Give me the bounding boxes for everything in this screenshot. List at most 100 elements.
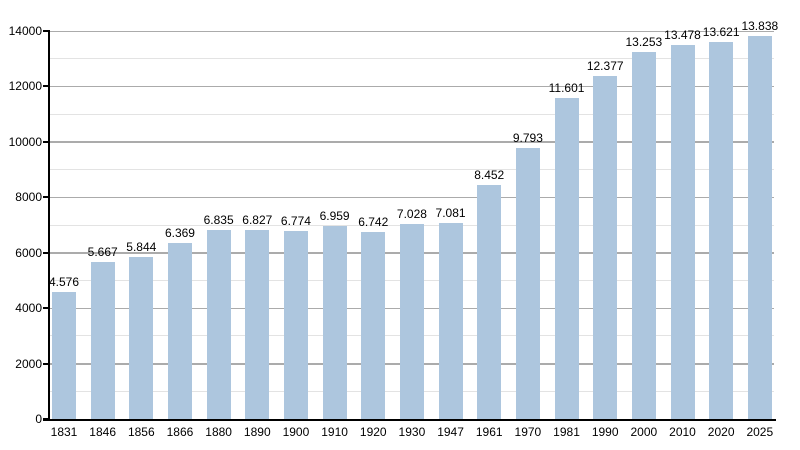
bar-1831: 4.576 xyxy=(49,276,79,419)
y-axis-tick-4000 xyxy=(43,307,49,310)
y-axis-label-2000: 2000 xyxy=(15,356,42,371)
bar-group-1910: 6.959 1910 xyxy=(320,31,350,439)
bar-value-label-1920: 6.742 xyxy=(358,215,389,230)
bar-1880: 6.835 xyxy=(204,213,234,419)
bar-1866: 6.369 xyxy=(165,226,195,419)
y-axis-line xyxy=(48,30,50,420)
bar-value-label-1890: 6.827 xyxy=(242,212,273,227)
y-axis-label-10000: 10000 xyxy=(8,134,42,149)
major-gridline-8000 xyxy=(50,196,774,199)
minor-gridline-9000 xyxy=(50,169,774,171)
x-axis-label-1890: 1890 xyxy=(243,425,271,439)
major-gridline-14000 xyxy=(50,30,774,32)
x-axis-label-1910: 1910 xyxy=(321,425,348,439)
y-axis-label-0: 0 xyxy=(35,412,42,426)
bar-group-1981: 11.601 1981 xyxy=(549,31,585,439)
bar-value-label-1930: 7.028 xyxy=(396,207,427,222)
bar-1910: 6.959 xyxy=(320,210,350,419)
major-gridline-10000 xyxy=(50,141,774,143)
bar-1981: 11.601 xyxy=(549,81,584,419)
bar-group-1856: 5.844 1856 xyxy=(126,31,156,439)
bar-1947: 7.081 xyxy=(436,206,466,419)
x-axis-label-1900: 1900 xyxy=(282,425,310,439)
x-axis-label-1831: 1831 xyxy=(50,425,78,439)
bar-value-label-1880: 6.835 xyxy=(203,212,234,227)
y-axis-label-12000: 12000 xyxy=(8,79,42,94)
bar-2020: 13.621 xyxy=(703,25,740,419)
bar-group-2000: 13.253 2000 xyxy=(625,31,662,439)
bar-value-label-1981: 11.601 xyxy=(548,80,585,95)
bar-1846: 5.667 xyxy=(88,245,118,419)
bars-layer: 4.576 1831 5.667 1846 5.844 1856 6.369 1866 6.83… xyxy=(49,19,778,439)
bar-group-1846: 5.667 1846 xyxy=(88,31,118,439)
bar-value-label-2020: 13.621 xyxy=(702,24,740,39)
bar-group-1890: 6.827 1890 xyxy=(242,31,272,439)
x-axis-label-1880: 1880 xyxy=(205,425,232,439)
y-axis-label-8000: 8000 xyxy=(15,190,42,205)
bar-group-1866: 6.369 1866 xyxy=(165,31,195,439)
bar-value-label-1831: 4.576 xyxy=(48,275,80,290)
bar-group-1961: 8.452 1961 xyxy=(474,31,505,439)
bar-group-2020: 13.621 2020 xyxy=(703,25,740,439)
bar-1890: 6.827 xyxy=(242,213,272,419)
bar-1900: 6.774 xyxy=(281,215,311,419)
x-axis-label-2025: 2025 xyxy=(746,425,774,439)
bar-group-1970: 9.793 1970 xyxy=(513,31,543,439)
bar-value-label-1961: 8.452 xyxy=(474,167,505,182)
bar-value-label-1910: 6.959 xyxy=(319,209,350,224)
bar-value-label-1947: 7.081 xyxy=(435,205,466,220)
y-axis-tick-10000 xyxy=(43,140,49,143)
x-axis-label-1947: 1947 xyxy=(437,425,464,439)
x-axis-label-1856: 1856 xyxy=(127,425,155,439)
x-axis-label-1990: 1990 xyxy=(591,425,619,439)
y-axis-label-4000: 4000 xyxy=(15,301,42,316)
bar-value-label-1856: 5.844 xyxy=(126,240,157,255)
bar-2025: 13.838 xyxy=(741,19,778,419)
bar-1970: 9.793 xyxy=(513,131,543,419)
bar-1990: 12.377 xyxy=(587,59,624,419)
y-axis-tick-14000 xyxy=(43,30,49,32)
bar-group-2025: 13.838 2025 xyxy=(741,19,778,439)
bar-1930: 7.028 xyxy=(397,208,427,419)
x-axis-label-1930: 1930 xyxy=(398,425,426,439)
bar-value-label-1866: 6.369 xyxy=(164,225,195,240)
bar-value-label-2000: 13.253 xyxy=(625,34,663,49)
bar-value-label-1970: 9.793 xyxy=(512,130,543,145)
bar-value-label-2010: 13.478 xyxy=(664,28,701,43)
bar-value-label-1900: 6.774 xyxy=(280,214,311,229)
bar-group-1900: 6.774 1900 xyxy=(281,31,311,439)
x-axis-label-1846: 1846 xyxy=(89,425,117,439)
x-axis-label-1970: 1970 xyxy=(514,425,542,439)
bar-group-1831: 4.576 1831 xyxy=(49,31,79,439)
x-axis-label-2020: 2020 xyxy=(707,425,735,439)
bar-1920: 6.742 xyxy=(358,216,388,419)
y-axis-tick-12000 xyxy=(43,85,49,88)
y-axis-tick-6000 xyxy=(43,251,49,254)
bar-1856: 5.844 xyxy=(126,241,156,419)
x-axis-label-2010: 2010 xyxy=(669,425,696,439)
bar-value-label-2025: 13.838 xyxy=(741,18,779,33)
bar-group-1930: 7.028 1930 xyxy=(397,31,427,439)
x-axis-label-1981: 1981 xyxy=(553,425,580,439)
bar-group-2010: 13.478 2010 xyxy=(664,29,701,439)
x-axis-label-1920: 1920 xyxy=(359,425,387,439)
bar-group-1880: 6.835 1880 xyxy=(204,31,234,439)
x-axis-label-2000: 2000 xyxy=(630,425,658,439)
bar-2010: 13.478 xyxy=(664,29,701,419)
bar-group-1990: 12.377 1990 xyxy=(587,31,624,439)
bar-group-1920: 6.742 1920 xyxy=(358,31,388,439)
y-axis-tick-2000 xyxy=(43,362,49,365)
bar-2000: 13.253 xyxy=(625,35,662,419)
minor-gridline-13000 xyxy=(50,58,774,60)
y-axis-label-6000: 6000 xyxy=(15,245,42,260)
minor-gridline-11000 xyxy=(50,113,774,115)
x-axis-label-1866: 1866 xyxy=(166,425,194,439)
y-axis-label-14000: 14000 xyxy=(8,24,42,38)
bar-group-1947: 7.081 1947 xyxy=(436,31,466,439)
x-axis-line xyxy=(43,419,776,421)
major-gridline-12000 xyxy=(50,85,774,88)
y-axis-tick-8000 xyxy=(43,196,49,199)
bar-value-label-1990: 12.377 xyxy=(586,58,624,73)
x-axis-label-1961: 1961 xyxy=(475,425,503,439)
